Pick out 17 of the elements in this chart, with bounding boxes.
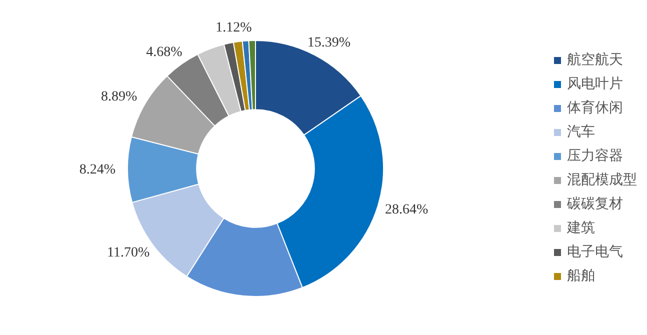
- data-label: 8.89%: [100, 89, 138, 104]
- data-label: 4.68%: [146, 45, 183, 60]
- legend-label: 电子电气: [567, 242, 623, 260]
- legend-label: 航空航天: [567, 50, 623, 68]
- legend-label: 船舶: [567, 266, 595, 284]
- data-label: 11.70%: [107, 245, 150, 260]
- legend-label: 压力容器: [567, 146, 623, 164]
- legend-label: 体育休闲: [567, 98, 623, 116]
- data-label: 1.12%: [216, 20, 252, 36]
- legend-label: 汽车: [567, 122, 595, 140]
- legend-label: 碳碳复材: [567, 194, 623, 212]
- legend-label: 风电叶片: [567, 74, 623, 92]
- legend-label: 混配模成型: [567, 170, 637, 188]
- data-label: 15.39%: [307, 35, 351, 50]
- data-label: 28.64%: [385, 202, 429, 218]
- data-label: 8.24%: [79, 162, 116, 178]
- legend-label: 建筑: [567, 218, 595, 236]
